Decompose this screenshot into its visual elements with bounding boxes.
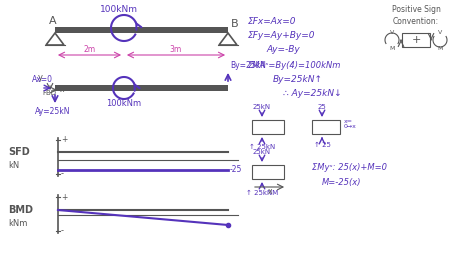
Bar xyxy=(252,120,284,134)
Text: By=25kN↑: By=25kN↑ xyxy=(273,76,323,85)
Text: 25kN: 25kN xyxy=(253,104,271,110)
Text: Positive Sign: Positive Sign xyxy=(392,6,440,15)
Text: x: x xyxy=(268,186,272,196)
Bar xyxy=(402,33,430,47)
Text: 25: 25 xyxy=(318,104,327,110)
Text: +: + xyxy=(411,35,421,45)
Text: V: V xyxy=(390,31,394,35)
Text: 100kNm: 100kNm xyxy=(107,99,142,109)
Text: -25: -25 xyxy=(230,165,242,174)
Bar xyxy=(55,85,228,91)
Text: 3m: 3m xyxy=(170,45,182,55)
Text: +: + xyxy=(61,135,67,144)
Text: SFD: SFD xyxy=(8,147,30,157)
Text: Ay=25kN: Ay=25kN xyxy=(35,107,71,117)
Text: B: B xyxy=(231,19,238,29)
Text: y: y xyxy=(38,73,43,82)
Text: ↑ 25kN: ↑ 25kN xyxy=(249,144,275,150)
Text: x=
0→x: x= 0→x xyxy=(344,119,357,129)
Text: ΣMyˢ: 25(x)+M=0: ΣMyˢ: 25(x)+M=0 xyxy=(312,164,387,172)
Bar xyxy=(55,27,228,33)
Text: +: + xyxy=(61,193,67,202)
Text: ↑ 25: ↑ 25 xyxy=(314,142,330,148)
Text: Ax=0: Ax=0 xyxy=(32,76,53,85)
Text: Convention:: Convention: xyxy=(393,16,439,26)
Text: -: - xyxy=(61,169,64,178)
Text: FBD: FBD xyxy=(42,90,56,96)
Text: BMD: BMD xyxy=(8,205,33,215)
Text: -: - xyxy=(61,227,64,235)
Text: 25kN: 25kN xyxy=(253,149,271,155)
Text: kNm: kNm xyxy=(8,219,27,228)
Bar xyxy=(252,165,284,179)
Text: 2m: 2m xyxy=(83,45,96,55)
Text: ΣFx=Ax=0: ΣFx=Ax=0 xyxy=(248,18,297,27)
Text: kN: kN xyxy=(8,161,19,171)
Text: ΣMAˢ=By(4)=100kNm: ΣMAˢ=By(4)=100kNm xyxy=(248,61,341,70)
Bar xyxy=(312,120,340,134)
Text: 100kNm: 100kNm xyxy=(100,6,138,15)
Text: ∴ Ay=25kN↓: ∴ Ay=25kN↓ xyxy=(283,89,342,98)
Text: A: A xyxy=(49,16,57,26)
Text: x: x xyxy=(60,85,64,94)
Text: Ay=-By: Ay=-By xyxy=(266,45,300,55)
Text: M=-25(x): M=-25(x) xyxy=(322,177,362,186)
Text: ↑ 25kNM: ↑ 25kNM xyxy=(246,190,278,196)
Text: ΣFy=Ay+By=0: ΣFy=Ay+By=0 xyxy=(248,31,316,40)
Text: M: M xyxy=(389,47,395,52)
Text: V: V xyxy=(438,31,442,35)
Text: M: M xyxy=(438,47,443,52)
Text: By=25kN: By=25kN xyxy=(230,61,266,70)
